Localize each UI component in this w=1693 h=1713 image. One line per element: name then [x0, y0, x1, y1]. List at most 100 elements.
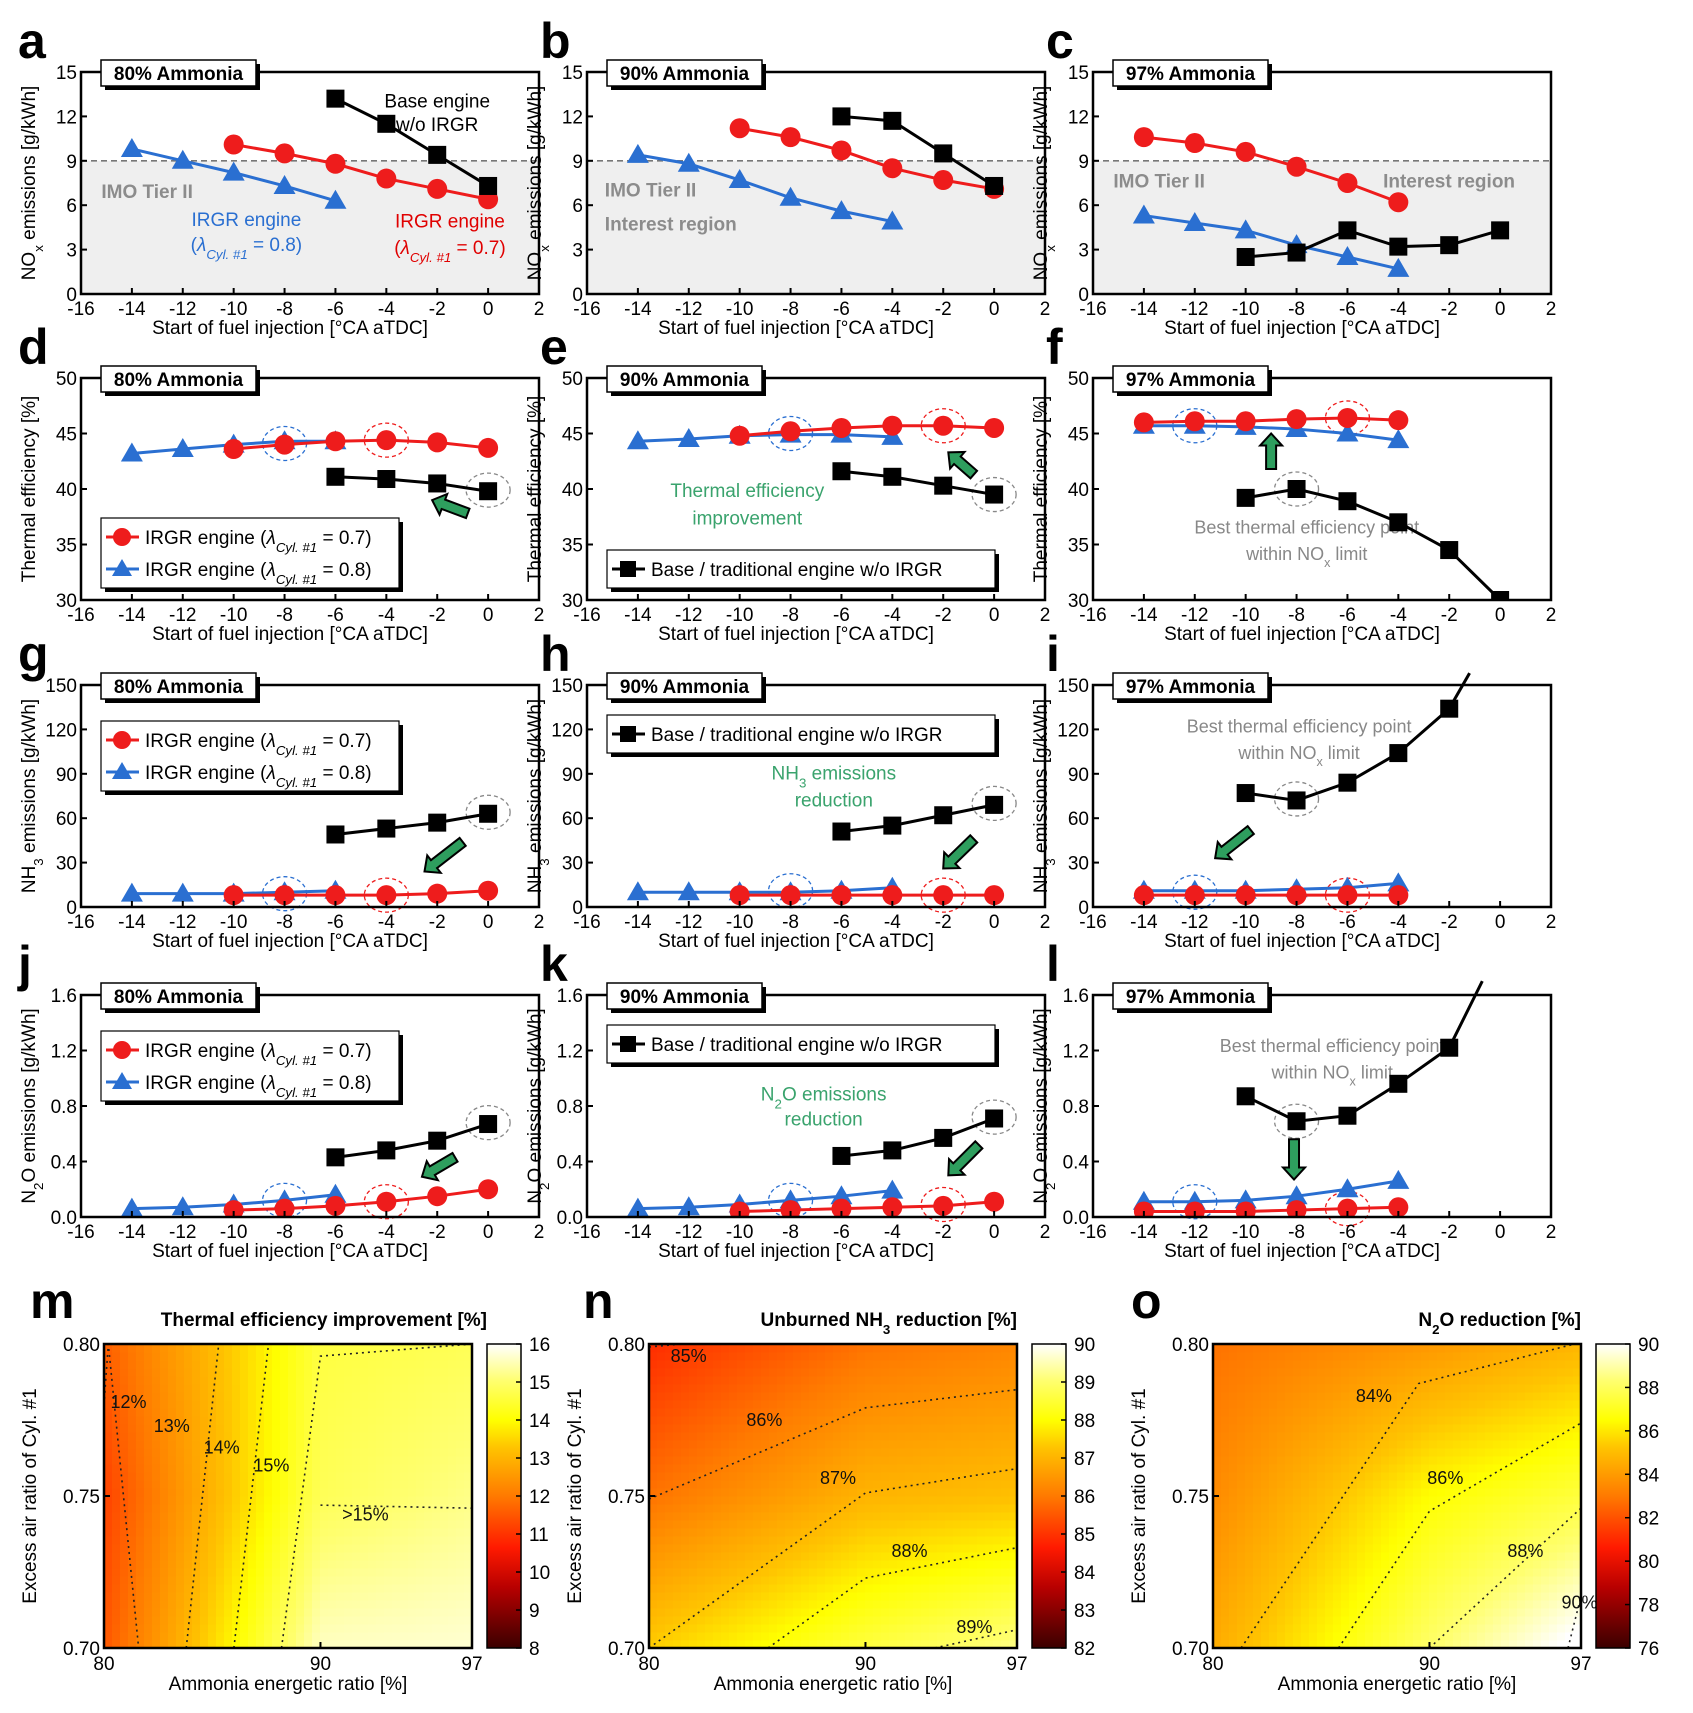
heatmap-cell	[1253, 1632, 1262, 1641]
heatmap-cell	[304, 1464, 313, 1473]
heatmap-cell	[1301, 1456, 1310, 1465]
heatmap-cell	[849, 1424, 858, 1433]
heatmap-cell	[729, 1440, 738, 1449]
heatmap-cell	[937, 1368, 946, 1377]
heatmap-cell	[1285, 1624, 1294, 1633]
heatmap-cell	[1269, 1440, 1278, 1449]
heatmap-cell	[152, 1408, 161, 1417]
heatmap-cell	[160, 1584, 169, 1593]
heatmap-cell	[408, 1624, 417, 1633]
heatmap-cell	[953, 1424, 962, 1433]
heatmap-cell	[304, 1528, 313, 1537]
heatmap-cell	[665, 1352, 674, 1361]
data-point-circle	[831, 140, 852, 161]
colorbar-tick-label: 89	[1074, 1373, 1095, 1394]
heatmap-cell	[256, 1360, 265, 1369]
heatmap-cell	[448, 1488, 457, 1497]
heatmap-cell	[697, 1640, 706, 1649]
data-point-square	[1236, 784, 1255, 803]
heatmap-cell	[152, 1424, 161, 1433]
y-tick-label: 35	[562, 536, 583, 557]
heatmap-cell	[649, 1472, 658, 1481]
heatmap-cell	[1253, 1352, 1262, 1361]
heatmap-cell	[152, 1368, 161, 1377]
data-point-square	[1287, 1112, 1306, 1131]
heatmap-cell	[192, 1560, 201, 1569]
heatmap-cell	[248, 1376, 257, 1385]
contour-label: 88%	[891, 1541, 927, 1561]
heatmap-cell	[448, 1368, 457, 1377]
heatmap-cell	[905, 1624, 914, 1633]
heatmap-cell	[432, 1600, 441, 1609]
x-tick-label: -2	[935, 912, 952, 933]
heatmap-cell	[344, 1640, 353, 1649]
heatmap-cell	[849, 1464, 858, 1473]
heatmap-cell	[961, 1632, 970, 1641]
heatmap-cell	[112, 1432, 121, 1441]
heatmap-cell	[256, 1616, 265, 1625]
heatmap-cell	[1261, 1400, 1270, 1409]
heatmap-cell	[817, 1352, 826, 1361]
heatmap-cell	[985, 1488, 994, 1497]
heatmap-cell	[969, 1464, 978, 1473]
heatmap-cell	[456, 1392, 465, 1401]
heatmap-cell	[769, 1608, 778, 1617]
heatmap-cell	[128, 1496, 137, 1505]
heatmap-cell	[272, 1504, 281, 1513]
heatmap-cell	[160, 1576, 169, 1585]
highlight-circle	[1273, 1103, 1320, 1139]
heatmap-cell	[657, 1472, 666, 1481]
heatmap-cell	[937, 1464, 946, 1473]
heatmap-cell	[264, 1624, 273, 1633]
heatmap-cell	[881, 1352, 890, 1361]
heatmap-cell	[144, 1352, 153, 1361]
heatmap-cell	[993, 1488, 1002, 1497]
heatmap-cell	[1213, 1520, 1222, 1529]
x-axis-label: Start of fuel injection [°CA aTDC]	[658, 624, 934, 645]
heatmap-cell	[280, 1568, 289, 1577]
heatmap-cell	[937, 1528, 946, 1537]
heatmap-cell	[761, 1552, 770, 1561]
heatmap-cell	[777, 1464, 786, 1473]
heatmap-cell	[424, 1560, 433, 1569]
heatmap-cell	[841, 1568, 850, 1577]
heatmap-cell	[240, 1352, 249, 1361]
heatmap-cell	[288, 1632, 297, 1641]
legend-marker-circle	[113, 528, 131, 546]
data-point-square	[1440, 1038, 1459, 1057]
heatmap-cell	[384, 1552, 393, 1561]
heatmap-cell	[1261, 1584, 1270, 1593]
heatmap-cell	[232, 1416, 241, 1425]
heatmap-cell	[1301, 1352, 1310, 1361]
heatmap-cell	[1309, 1512, 1318, 1521]
heatmap-cell	[769, 1496, 778, 1505]
heatmap-cell	[328, 1568, 337, 1577]
heatmap-cell	[729, 1472, 738, 1481]
heatmap-cell	[1317, 1456, 1326, 1465]
heatmap-cell	[456, 1488, 465, 1497]
heatmap-cell	[408, 1536, 417, 1545]
x-tick-label: -16	[1079, 299, 1106, 320]
x-axis-label: Start of fuel injection [°CA aTDC]	[1164, 318, 1440, 339]
heatmap-cell	[849, 1536, 858, 1545]
heatmap-cell	[240, 1528, 249, 1537]
heatmap-cell	[913, 1600, 922, 1609]
heatmap-cell	[384, 1528, 393, 1537]
heatmap-cell	[809, 1472, 818, 1481]
heatmap-cell	[785, 1528, 794, 1537]
heatmap-cell	[1301, 1560, 1310, 1569]
y-axis-label: NH3 emissions [g/kWh]	[19, 699, 46, 893]
heatmap-cell	[424, 1504, 433, 1513]
heatmap-cell	[761, 1592, 770, 1601]
heatmap-cell	[1253, 1480, 1262, 1489]
heatmap-cell	[352, 1576, 361, 1585]
heatmap-cell	[288, 1600, 297, 1609]
heatmap-cell	[296, 1392, 305, 1401]
heatmap-cell	[993, 1464, 1002, 1473]
heatmap-cell	[681, 1544, 690, 1553]
heatmap-cell	[1277, 1616, 1286, 1625]
heatmap-cell	[384, 1584, 393, 1593]
heatmap-cell	[320, 1448, 329, 1457]
y-tick-label: 3	[1078, 241, 1089, 262]
heatmap-cell	[697, 1392, 706, 1401]
